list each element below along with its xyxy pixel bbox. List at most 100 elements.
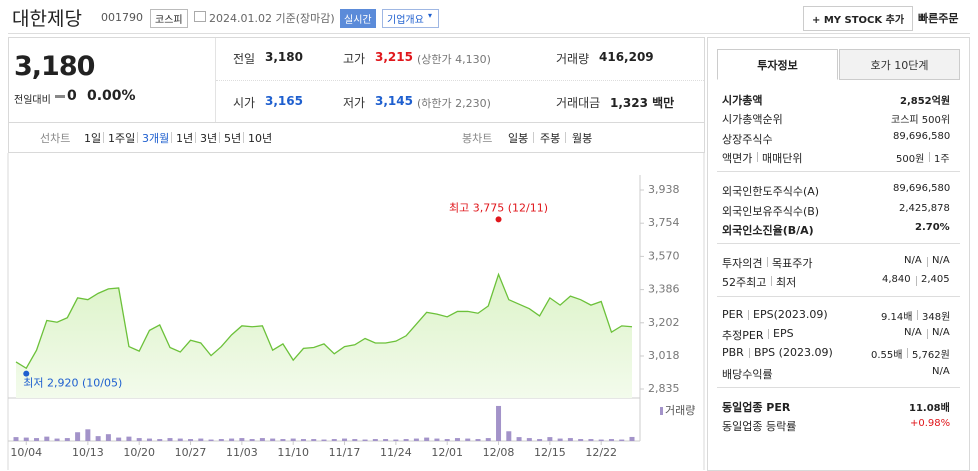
info-label: 외국인보유주식수(B) xyxy=(722,204,820,218)
period-tab[interactable]: 1일 xyxy=(84,132,102,145)
volume-bar xyxy=(352,439,358,441)
info-label: 액면가 xyxy=(722,151,753,165)
volume-bar xyxy=(270,438,276,441)
price-chart: 2,835 3,018 3,202 3,386 3,570 3,754 3,938 최고 3,… xyxy=(7,153,705,470)
separator xyxy=(757,151,758,162)
info-value: N/A xyxy=(904,327,922,338)
volume-bar xyxy=(444,439,450,441)
base-date: 2024.01.02 기준(장마감) xyxy=(209,12,335,25)
volume-bar xyxy=(413,438,419,441)
x-tick-label: 10/20 xyxy=(123,446,155,459)
info-label: 최저 xyxy=(776,276,797,290)
divider xyxy=(717,386,960,388)
volume-bar xyxy=(95,436,101,441)
info-label: 추정PER xyxy=(722,329,764,342)
info-value: N/A xyxy=(904,255,922,267)
annotation-text: 최고 3,775 (12/11) xyxy=(449,201,548,214)
candle-tab[interactable]: 월봉 xyxy=(572,132,593,145)
y-tick-label: 3,938 xyxy=(648,183,680,196)
volume-bar xyxy=(198,438,204,441)
info-value: 5,762원 xyxy=(912,350,950,362)
volume-bar xyxy=(608,439,614,441)
divider xyxy=(717,295,960,297)
y-tick-label: 3,570 xyxy=(648,249,680,262)
info-label: BPS (2023.09) xyxy=(754,346,833,360)
volume-bar xyxy=(516,437,522,441)
volume-bar xyxy=(218,439,224,441)
info-value: 2,852억원 xyxy=(900,96,951,107)
y-tick-label: 3,386 xyxy=(648,283,680,296)
stat-label: 고가 xyxy=(343,52,366,66)
separator xyxy=(927,257,928,268)
separator xyxy=(771,276,772,287)
info-value: 2,405 xyxy=(921,274,950,286)
info-label: PER xyxy=(722,307,744,321)
market-badge: 코스피 xyxy=(150,9,188,28)
info-value: 코스피 500위 xyxy=(891,115,951,127)
divider xyxy=(717,171,960,173)
volume-bar xyxy=(167,438,173,441)
info-value: 89,696,580 xyxy=(893,183,951,195)
volume-bar xyxy=(116,437,122,441)
x-tick-label: 12/08 xyxy=(483,446,515,459)
volume-bar xyxy=(239,438,245,441)
x-tick-label: 11/03 xyxy=(226,446,258,459)
volume-bar xyxy=(157,439,163,441)
quick-order[interactable]: 빠른주문 xyxy=(918,12,959,25)
company-button[interactable]: 기업개요 xyxy=(382,9,439,28)
change-rate: 0.00% xyxy=(87,88,136,104)
separator xyxy=(103,132,104,143)
panel-tab[interactable]: 호가 10단계 xyxy=(839,49,960,80)
realtime-badge[interactable]: 실시간 xyxy=(340,9,376,28)
y-tick-label: 3,754 xyxy=(648,216,680,229)
dropdown-arrow: ▾ xyxy=(428,11,433,20)
volume-bar xyxy=(393,439,399,441)
volume-bar xyxy=(13,437,19,441)
panel-tab[interactable]: 투자정보 xyxy=(717,49,838,80)
info-value: N/A xyxy=(932,255,950,267)
volume-bar xyxy=(537,439,543,441)
x-tick-label: 12/22 xyxy=(585,446,617,459)
volume-bar xyxy=(126,436,132,441)
period-tab[interactable]: 5년 xyxy=(224,132,242,145)
period-tab[interactable]: 1년 xyxy=(176,132,194,145)
mystock-button[interactable]: + MY STOCK 추가 xyxy=(803,6,914,31)
info-label: 투자의견 xyxy=(722,257,763,271)
x-tick-label: 11/10 xyxy=(277,446,309,459)
separator xyxy=(219,132,220,143)
info-value: N/A xyxy=(932,327,950,338)
volume-bar xyxy=(465,438,471,441)
x-tick-label: 12/01 xyxy=(431,446,463,459)
volume-bar xyxy=(362,439,368,441)
volume-bar xyxy=(64,438,70,441)
volume-bar xyxy=(434,438,440,441)
period-tab[interactable]: 3년 xyxy=(200,132,218,145)
candle-tab[interactable]: 주봉 xyxy=(540,132,561,145)
flat-icon xyxy=(55,95,65,98)
info-label: EPS(2023.09) xyxy=(753,307,828,321)
volume-bar xyxy=(342,438,348,441)
info-value: 500원 xyxy=(896,153,925,165)
volume-bar xyxy=(54,438,60,441)
volume-bar xyxy=(259,438,265,441)
volume-bar xyxy=(146,438,152,441)
stat-label: 전일 xyxy=(233,52,256,66)
volume-bar xyxy=(34,438,40,441)
volume-legend: 거래량 xyxy=(665,404,695,417)
annotation-text: 최저 2,920 (10/05) xyxy=(23,377,122,390)
separator xyxy=(907,348,908,359)
stat-value: 1,323 백만 xyxy=(610,96,675,110)
info-label: 52주최고 xyxy=(722,276,767,290)
stat-value: 416,209 xyxy=(599,50,654,64)
volume-bar xyxy=(403,439,409,441)
volume-bar xyxy=(177,438,183,441)
x-tick-label: 12/15 xyxy=(534,446,566,459)
candle-tab[interactable]: 일봉 xyxy=(508,132,529,145)
volume-bar xyxy=(44,436,50,441)
separator xyxy=(171,132,172,143)
period-tab[interactable]: 1주일 xyxy=(108,132,136,145)
info-value: 0.55배 xyxy=(871,350,903,362)
x-tick-label: 11/17 xyxy=(329,446,361,459)
period-tab[interactable]: 10년 xyxy=(248,132,273,145)
period-tab[interactable]: 3개월 xyxy=(142,132,170,145)
